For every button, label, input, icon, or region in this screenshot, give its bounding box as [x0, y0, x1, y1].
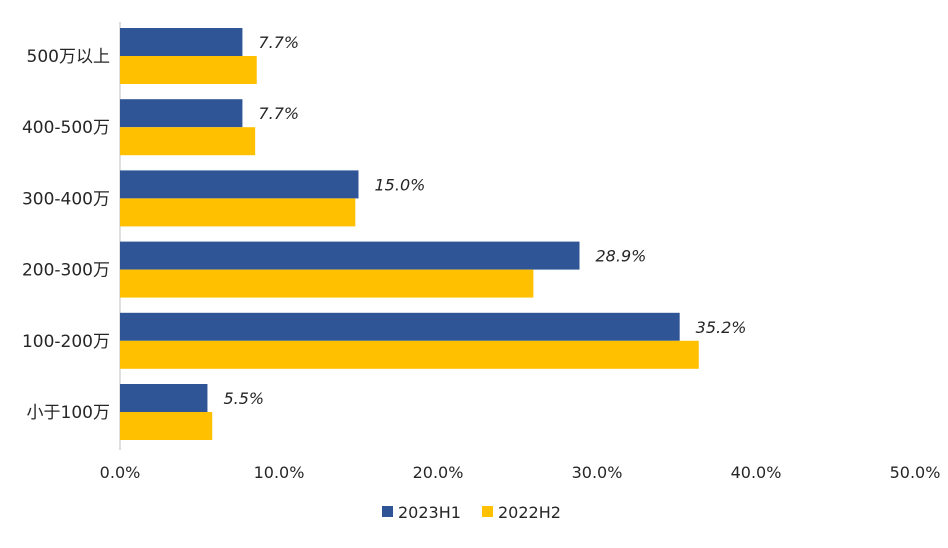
- bar-2023H1-4: [120, 312, 680, 341]
- category-label-4: 100-200万: [22, 332, 110, 352]
- bar-2022H2-1: [120, 127, 256, 156]
- x-axis-tick-labels: 0.0% 10.0% 20.0% 30.0% 40.0% 50.0%: [100, 463, 941, 482]
- bar-2023H1-1: [120, 99, 243, 128]
- legend-swatch-2022H2: [482, 506, 493, 517]
- legend-label-2023H1: 2023H1: [398, 503, 461, 522]
- category-label-1: 400-500万: [22, 118, 110, 138]
- category-labels: 500万以上 400-500万 300-400万 200-300万 100-200万小于…: [22, 47, 110, 423]
- bar-2022H2-2: [120, 198, 356, 227]
- legend: 2023H1 2022H2: [382, 503, 561, 522]
- x-tick-label-3: 30.0%: [572, 463, 623, 482]
- bar-2022H2-0: [120, 56, 257, 84]
- x-tick-label-0: 0.0%: [100, 463, 141, 482]
- legend-label-2022H2: 2022H2: [498, 503, 561, 522]
- data-label-2023H1-1: 7.7%: [258, 104, 299, 123]
- data-labels-layer: 7.7% 7.7% 15.0% 28.9% 35.2% 5.5%: [223, 33, 746, 408]
- bar-2023H1-2: [120, 170, 359, 199]
- category-label-0: 500万以上: [27, 47, 110, 67]
- bar-2022H2-4: [120, 340, 699, 369]
- bar-2023H1-0: [120, 28, 243, 56]
- data-label-2023H1-4: 35.2%: [696, 318, 747, 337]
- data-label-2023H1-2: 15.0%: [375, 175, 426, 194]
- bar-2022H2-3: [120, 269, 534, 298]
- data-label-2023H1-5: 5.5%: [223, 389, 264, 408]
- x-tick-label-1: 10.0%: [254, 463, 305, 482]
- bar-2022H2-5: [120, 412, 213, 440]
- data-label-2023H1-3: 28.9%: [596, 247, 647, 266]
- x-tick-label-2: 20.0%: [413, 463, 464, 482]
- x-tick-label-5: 50.0%: [890, 463, 941, 482]
- category-label-5: 小于100万: [27, 403, 110, 423]
- bars-layer: [120, 28, 699, 440]
- category-label-3: 200-300万: [22, 261, 110, 281]
- bar-2023H1-5: [120, 384, 208, 412]
- data-label-2023H1-0: 7.7%: [258, 33, 299, 52]
- category-label-2: 300-400万: [22, 189, 110, 209]
- bar-2023H1-3: [120, 241, 580, 270]
- legend-swatch-2023H1: [382, 506, 393, 517]
- x-tick-label-4: 40.0%: [731, 463, 782, 482]
